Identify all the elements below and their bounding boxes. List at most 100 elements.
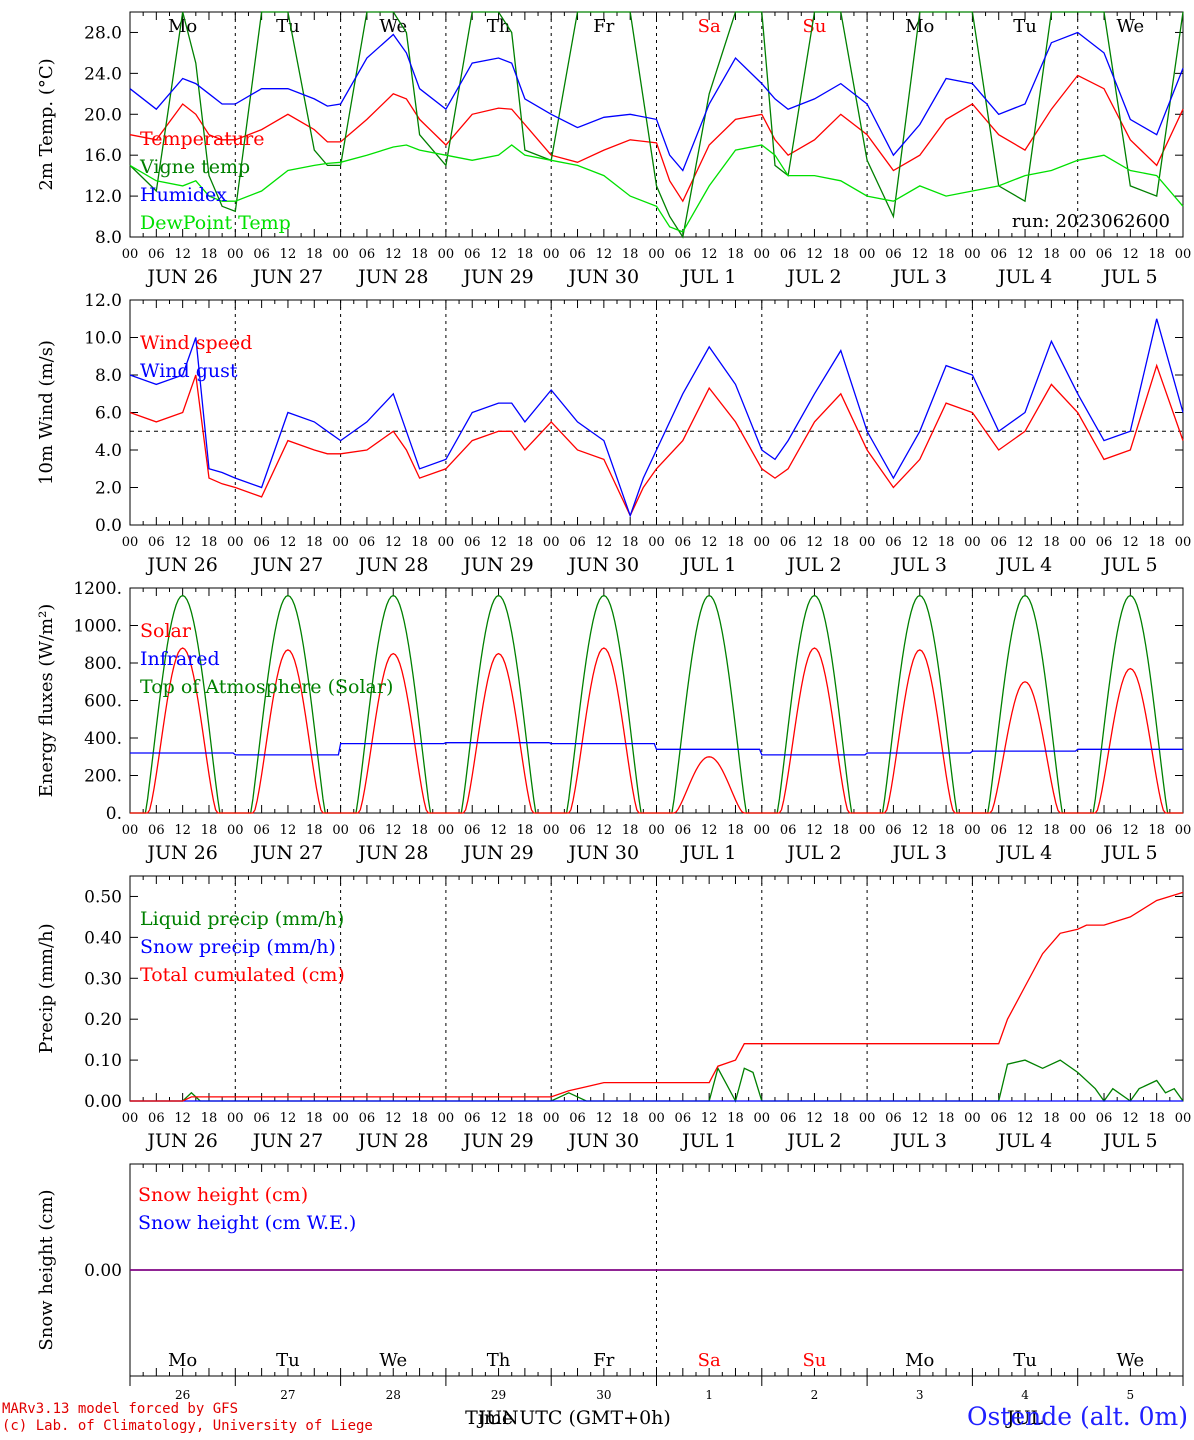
date-label: JUN 29 <box>461 554 533 576</box>
hour-tick-label: 12 <box>911 1111 928 1126</box>
weekday-label: Fr <box>593 16 614 37</box>
hour-tick-label: 18 <box>306 535 323 550</box>
hour-tick-label: 12 <box>280 535 297 550</box>
date-label: JUL 1 <box>680 1130 736 1152</box>
y-tick-label: 0.40 <box>84 928 122 948</box>
weekday-label: Tu <box>1013 1350 1037 1371</box>
y-tick-label: 200. <box>84 767 122 787</box>
hour-tick-label: 00 <box>122 535 139 550</box>
date-label: JUN 27 <box>251 266 323 288</box>
date-label: JUN 30 <box>567 842 639 864</box>
date-label: JUL 1 <box>680 842 736 864</box>
hour-tick-label: 06 <box>885 535 902 550</box>
hour-tick-label: 12 <box>280 823 297 838</box>
y-axis-label: Precip (mm/h) <box>36 923 57 1053</box>
y-tick-label: 8.0 <box>95 366 122 386</box>
legend-entry: Temperature <box>140 128 264 150</box>
y-axis-label: 2m Temp. (°C) <box>36 58 57 190</box>
hour-tick-label: 18 <box>517 535 534 550</box>
hour-tick-label: 06 <box>253 823 270 838</box>
date-label: JUL 4 <box>996 266 1052 288</box>
date-label: JUL 5 <box>1101 1130 1157 1152</box>
hour-tick-label: 12 <box>701 535 718 550</box>
y-tick-label: 0.30 <box>84 969 122 989</box>
hour-tick-label: 18 <box>1148 535 1165 550</box>
legend-entry: Liquid precip (mm/h) <box>140 908 344 930</box>
y-tick-label: 0.50 <box>84 887 122 907</box>
legend-entry: Vigne temp <box>139 156 250 178</box>
hour-tick-label: 06 <box>253 1111 270 1126</box>
date-label: JUL 3 <box>891 1130 947 1152</box>
legend-entry: Snow height (cm) <box>138 1184 308 1206</box>
date-label: JUN 30 <box>567 1130 639 1152</box>
hour-tick-label: 12 <box>174 247 191 262</box>
series-humidex <box>129 31 1184 172</box>
hour-tick-label: 18 <box>306 1111 323 1126</box>
hour-tick-label: 06 <box>780 535 797 550</box>
series-wind-speed <box>129 363 1184 518</box>
weekday-label: Mo <box>168 16 197 37</box>
hour-tick-label: 06 <box>990 247 1007 262</box>
hour-tick-label: 00 <box>648 823 665 838</box>
hour-tick-label: 18 <box>833 247 850 262</box>
y-tick-label: 0.0 <box>95 516 122 536</box>
y-tick-label: 20.0 <box>84 105 122 125</box>
hour-tick-label: 06 <box>569 535 586 550</box>
hour-tick-label: 12 <box>911 823 928 838</box>
hour-tick-label: 00 <box>964 247 981 262</box>
y-tick-label: 0. <box>106 804 122 824</box>
legend-entry: Total cumulated (cm) <box>140 964 345 986</box>
hour-tick-label: 00 <box>648 535 665 550</box>
day-number-label: 3 <box>916 1388 924 1402</box>
weekday-label: Sa <box>698 1350 721 1371</box>
hour-tick-label: 00 <box>859 535 876 550</box>
hour-tick-label: 00 <box>754 535 771 550</box>
legend-entry: Infrared <box>140 648 220 670</box>
hour-tick-label: 06 <box>885 247 902 262</box>
series-vigne-temp <box>129 11 1184 239</box>
day-number-label: 30 <box>596 1388 611 1402</box>
date-label: JUL 5 <box>1101 842 1157 864</box>
date-label: JUN 29 <box>461 1130 533 1152</box>
y-tick-label: 1200. <box>73 579 122 599</box>
hour-tick-label: 00 <box>964 823 981 838</box>
hour-tick-label: 12 <box>1017 535 1034 550</box>
hour-tick-label: 06 <box>359 1111 376 1126</box>
hour-tick-label: 18 <box>411 1111 428 1126</box>
y-tick-label: 0.10 <box>84 1051 122 1071</box>
hour-tick-label: 12 <box>490 247 507 262</box>
hour-tick-label: 18 <box>1043 1111 1060 1126</box>
hour-tick-label: 00 <box>438 823 455 838</box>
hour-tick-label: 00 <box>859 1111 876 1126</box>
legend-entry: Snow precip (mm/h) <box>140 936 336 958</box>
date-label: JUN 27 <box>251 842 323 864</box>
hour-tick-label: 12 <box>1122 247 1139 262</box>
hour-tick-label: 12 <box>490 1111 507 1126</box>
y-tick-label: 400. <box>84 729 122 749</box>
hour-tick-label: 18 <box>201 535 218 550</box>
hour-tick-label: 06 <box>569 823 586 838</box>
hour-tick-label: 00 <box>754 247 771 262</box>
date-label: JUL 3 <box>891 842 947 864</box>
y-tick-label: 24.0 <box>84 64 122 84</box>
hour-tick-label: 18 <box>727 823 744 838</box>
y-tick-label: 800. <box>84 654 122 674</box>
panel-precip: 0.00 0.10 0.20 0.30 0.40 0.50 Precip (mm/h) 00 0… <box>36 875 1191 1152</box>
hour-tick-label: 12 <box>1122 1111 1139 1126</box>
hour-tick-label: 18 <box>517 247 534 262</box>
hour-tick-label: 12 <box>280 247 297 262</box>
hour-tick-label: 18 <box>727 535 744 550</box>
hour-tick-label: 18 <box>1043 535 1060 550</box>
hour-tick-label: 00 <box>122 247 139 262</box>
date-label: JUL 1 <box>680 554 736 576</box>
hour-tick-label: 06 <box>885 823 902 838</box>
date-label: JUL 4 <box>996 1130 1052 1152</box>
hour-tick-label: 06 <box>1096 1111 1113 1126</box>
weekday-label: Tu <box>276 1350 300 1371</box>
hour-tick-label: 06 <box>359 247 376 262</box>
hour-tick-label: 00 <box>332 247 349 262</box>
date-label: JUN 28 <box>356 554 428 576</box>
hour-tick-label: 00 <box>1069 535 1086 550</box>
y-tick-label: 8.0 <box>95 228 122 248</box>
hour-tick-label: 18 <box>1043 247 1060 262</box>
